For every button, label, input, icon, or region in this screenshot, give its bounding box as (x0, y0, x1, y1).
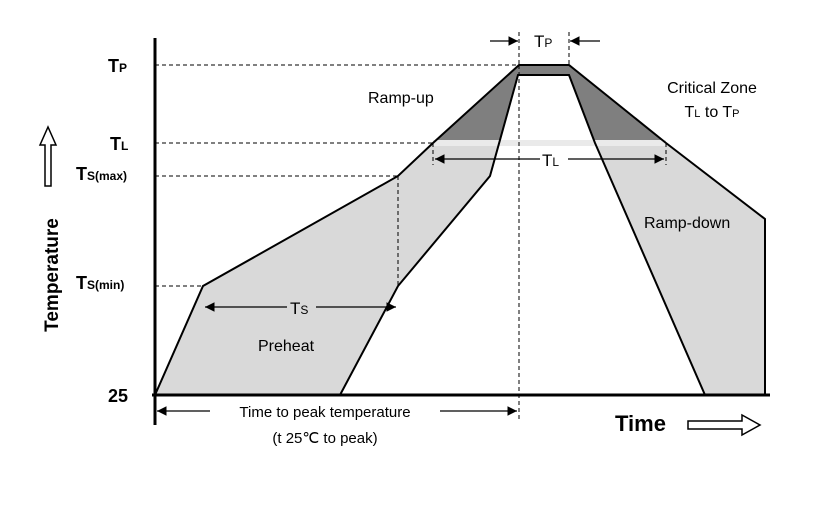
lower-profile-line (339, 74, 706, 396)
y-label-tsmax: TS(max) (76, 164, 127, 184)
tp-interval-label: TP (534, 32, 552, 51)
critical-zone-range: TL to TP (685, 104, 740, 121)
x-axis-label: Time (615, 411, 666, 436)
y-label-tsmin: TS(min) (76, 273, 124, 293)
ramp-up-label: Ramp-up (368, 90, 434, 107)
y-axis-label: Temperature (42, 218, 63, 332)
preheat-label: Preheat (258, 338, 315, 355)
tl-interval-label: TL (542, 151, 559, 170)
ramp-down-label: Ramp-down (644, 215, 730, 232)
y-label-tl: TL (110, 134, 128, 154)
temperature-up-arrow (38, 125, 58, 187)
dashed-guides (155, 32, 667, 420)
time-to-peak-sublabel: (t 25℃ to peak) (272, 430, 377, 447)
tl-strip (433, 140, 666, 146)
time-right-arrow (687, 413, 762, 437)
ts-interval-label: TS (290, 299, 308, 318)
peak-cap (518, 65, 569, 75)
time-to-peak-label: Time to peak temperature (239, 404, 410, 421)
y-label-tp: TP (108, 56, 127, 76)
critical-zone-label: Critical Zone (667, 80, 757, 97)
y-label-25: 25 (108, 386, 128, 406)
profile-band (155, 65, 765, 395)
